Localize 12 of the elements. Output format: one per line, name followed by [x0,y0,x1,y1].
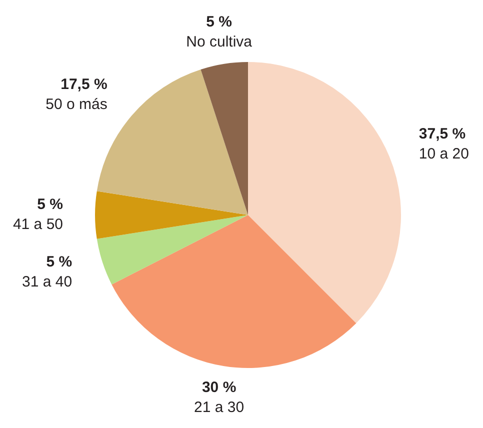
slice-label: 10 a 20 [418,145,469,162]
data-label: 5 % [46,253,72,270]
slice-label: 31 a 40 [22,273,72,290]
data-label: 37,5 % [418,125,466,142]
slice-label: No cultiva [186,33,253,50]
data-label: 30 % [202,378,236,396]
slice-label: 50 o más [46,96,108,113]
data-label: 17,5 % [60,76,108,93]
slice-label: 21 a 30 [194,398,244,416]
data-label: 5 % [206,13,232,30]
slice-label: 41 a 50 [12,216,63,234]
data-label: 5 % [37,196,63,214]
